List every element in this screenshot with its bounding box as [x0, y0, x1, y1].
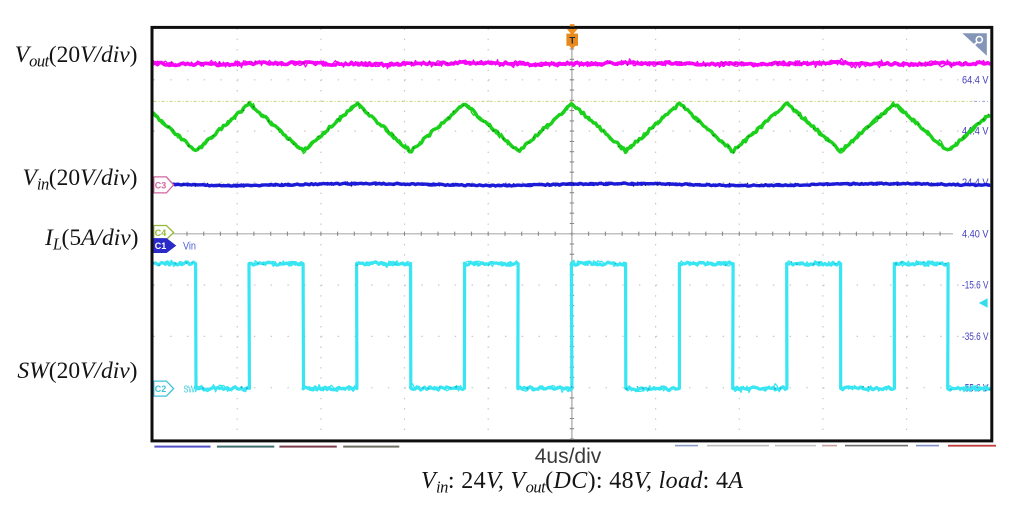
- svg-text:C4: C4: [155, 228, 167, 238]
- svg-text:T: T: [569, 36, 575, 47]
- svg-text:-35.6 V: -35.6 V: [962, 331, 989, 343]
- svg-text:C1: C1: [155, 241, 167, 251]
- svg-text:C3: C3: [155, 180, 167, 190]
- svg-text:Vin: Vin: [183, 241, 196, 253]
- svg-text:64.4 V: 64.4 V: [962, 74, 989, 86]
- svg-text:SW: SW: [184, 385, 196, 396]
- svg-text:-15.6 V: -15.6 V: [962, 280, 989, 292]
- svg-text:4.40 V: 4.40 V: [962, 228, 989, 240]
- svg-text:C2: C2: [155, 384, 167, 394]
